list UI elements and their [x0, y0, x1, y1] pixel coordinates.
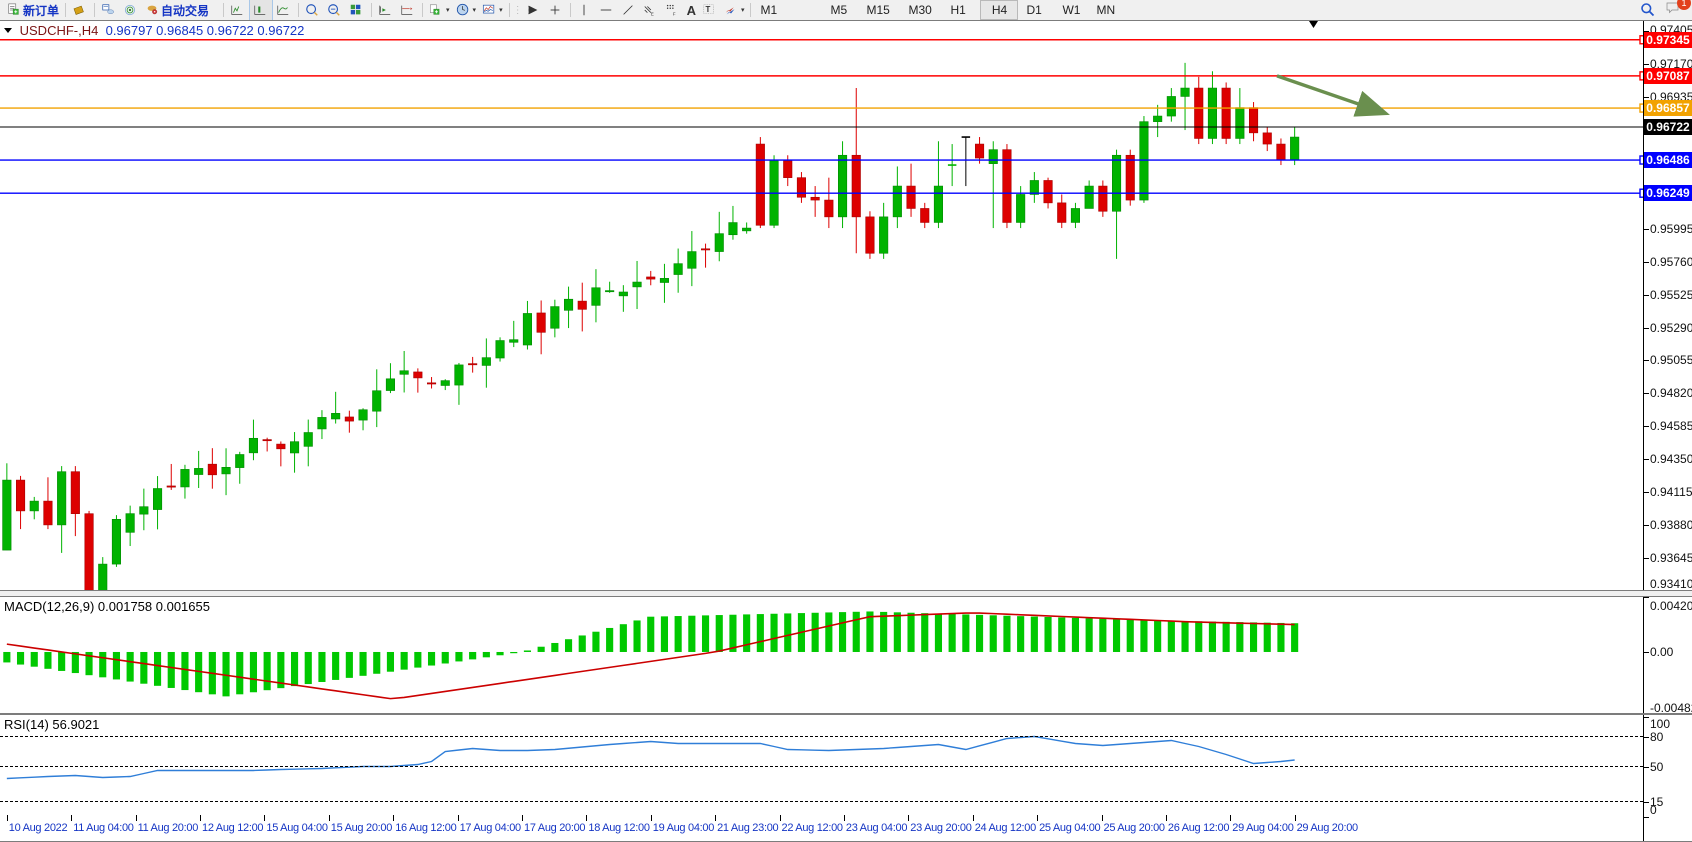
svg-text:E: E — [650, 11, 653, 16]
svg-text:F: F — [672, 11, 675, 16]
svg-text:T: T — [705, 5, 710, 14]
